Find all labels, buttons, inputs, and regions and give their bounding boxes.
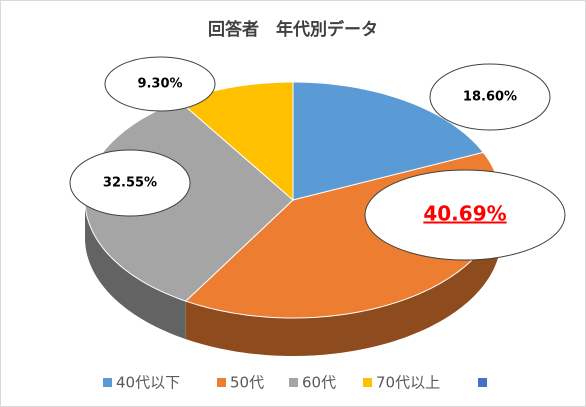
data-label: 32.55% <box>103 176 157 191</box>
label-bubble <box>69 149 191 217</box>
legend-label: 70代以上 <box>376 374 440 392</box>
legend-label: 60代 <box>302 374 336 392</box>
slice-side <box>85 200 186 340</box>
legend-label: 40代以下 <box>116 374 180 392</box>
legend-swatch <box>289 378 298 387</box>
legend-swatch <box>217 378 226 387</box>
legend-swatch <box>103 378 112 387</box>
label-bubble <box>104 56 216 112</box>
legend-swatch <box>363 378 372 387</box>
slice <box>292 81 485 201</box>
data-label: 40.69% <box>423 202 506 226</box>
chart-title: 回答者 年代別データ <box>208 19 378 40</box>
data-label: 9.30% <box>137 77 182 92</box>
label-bubble <box>364 169 566 261</box>
legend-swatch <box>478 378 487 387</box>
label-bubble <box>429 63 551 131</box>
legend-label: 50代 <box>230 374 264 392</box>
data-label: 18.60% <box>463 90 517 105</box>
